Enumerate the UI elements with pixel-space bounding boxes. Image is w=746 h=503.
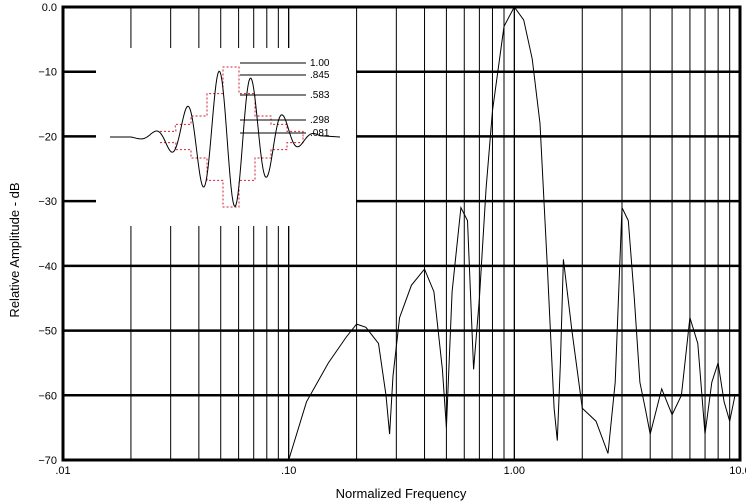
y-axis-label: Relative Amplitude - dB — [7, 182, 22, 317]
inset-level-label: 1.00 — [310, 58, 330, 69]
filter-inset: 1.00.845 .583 .298 .081 — [110, 58, 341, 208]
x-tick-label: .10 — [281, 465, 296, 477]
y-tick-label: −10 — [38, 67, 57, 79]
inset-level-label: .081 — [310, 128, 330, 139]
x-tick-labels: .01 .10 1.00 10.0 — [55, 465, 746, 477]
inset-envelope-bottom — [160, 137, 304, 208]
x-tick-label: 1.00 — [504, 465, 525, 477]
inset-background — [96, 48, 356, 226]
y-tick-label: −50 — [38, 326, 57, 338]
y-tick-label: −30 — [38, 196, 57, 208]
y-tick-label: −70 — [38, 455, 57, 467]
y-tick-label: −40 — [38, 261, 57, 273]
x-tick-label: 10.0 — [729, 465, 746, 477]
inset-waveform — [110, 70, 341, 208]
plot-frame — [61, 5, 742, 462]
y-tick-label: −60 — [38, 390, 57, 402]
x-axis-label: Normalized Frequency — [336, 486, 467, 501]
inset-level-label: .845 — [310, 70, 330, 81]
y-tick-label: −20 — [38, 131, 57, 143]
x-tick-label: .01 — [55, 465, 70, 477]
response-curve — [288, 6, 736, 461]
inset-level-label: .298 — [310, 115, 330, 126]
y-tick-label: 0.0 — [42, 2, 57, 14]
inset-level-label: .583 — [310, 90, 330, 101]
y-tick-labels: 0.0 −10 −20 −30 −40 −50 −60 −70 — [38, 2, 57, 467]
